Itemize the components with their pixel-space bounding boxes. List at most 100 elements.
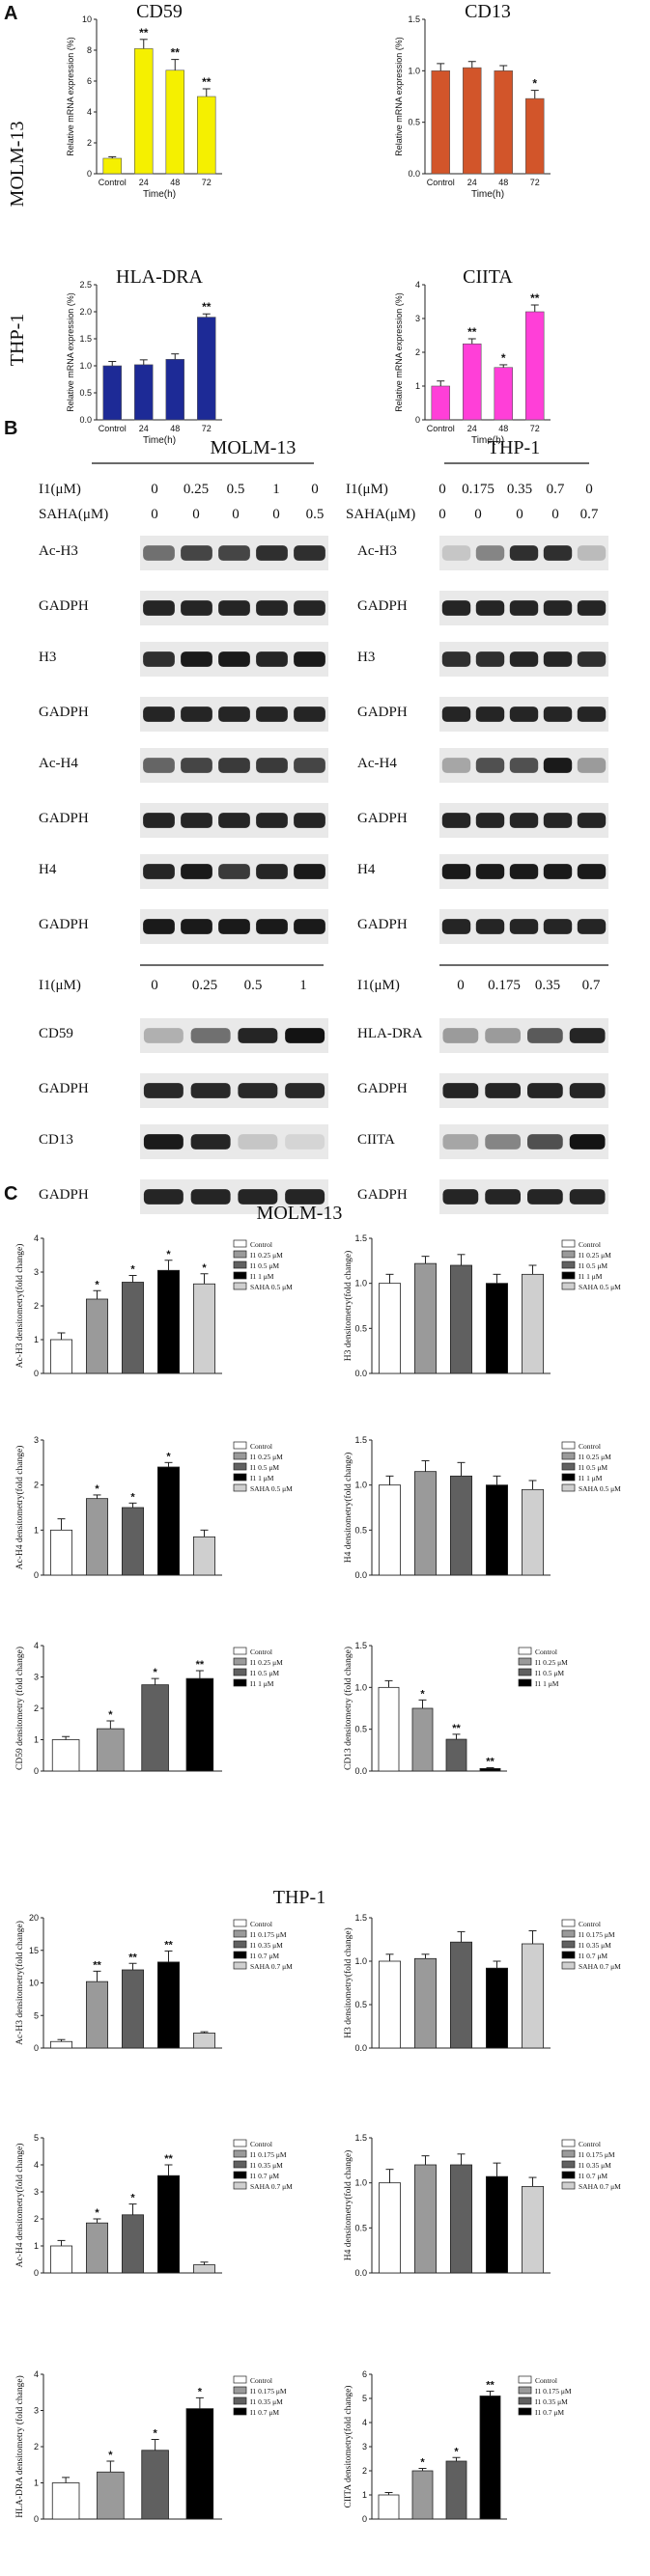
x-axis-label: Time(h) (143, 435, 176, 446)
section-c-densitometry: MOLM-13 THP-1 0 1 2 3 4 Ac-H3 densitometry(fo… (14, 1203, 621, 2524)
blot-strip-thp1 (439, 748, 608, 783)
blot-label-molm13: GADPH (39, 598, 89, 614)
y-tick-label: 0.5 (79, 388, 92, 398)
legend-entry: SAHA 0.5 μM (579, 1283, 621, 1291)
blot-band (294, 651, 325, 667)
blot-band (527, 1028, 563, 1043)
bar (156, 2174, 180, 2274)
mrna-chart-4: CIITA 0 1 2 3 4 Relative mRNA expression (%) Co… (394, 266, 551, 446)
dose-value: 0 (192, 507, 200, 522)
significance-mark: ** (467, 325, 477, 339)
bar (522, 1943, 545, 2049)
y-tick-label: 4 (415, 280, 420, 290)
blot-band (527, 1189, 563, 1205)
y-tick-label: 1.0 (354, 1682, 367, 1692)
blot-label-thp1: Ac-H4 (357, 756, 397, 771)
dose-value: 0 (474, 507, 482, 522)
y-tick-label: 0.5 (354, 1323, 367, 1333)
bar (525, 97, 545, 175)
blot-band (441, 919, 471, 934)
x-tick-label: Control (99, 178, 127, 187)
bar (156, 1961, 180, 2049)
blot-band (485, 1083, 521, 1098)
y-tick-label: 2 (34, 2214, 39, 2224)
y-tick-label: 0.0 (354, 1766, 367, 1776)
y-tick-label: 2 (362, 2466, 367, 2476)
y-axis-label: Ac-H3 densitometry(fold change) (14, 1921, 25, 2045)
legend-entry: I1 0.175 μM (579, 1930, 615, 1939)
blot-band (256, 864, 288, 879)
densitometry-title-thp1: THP-1 (273, 1887, 325, 1908)
blot-band (485, 1134, 521, 1150)
bar (411, 1707, 434, 1772)
dose-value: 0 (272, 507, 280, 522)
y-tick-label: 0.5 (354, 2223, 367, 2232)
bar (494, 70, 513, 175)
blot-band (218, 545, 250, 561)
legend-entry: SAHA 0.7 μM (250, 1962, 293, 1971)
significance-mark: * (153, 2428, 157, 2440)
x-tick-label: 24 (467, 424, 477, 433)
legend-swatch (233, 2375, 247, 2384)
blot-band (569, 1028, 606, 1043)
legend-swatch (233, 1929, 247, 1938)
legend-swatch (518, 1657, 532, 1666)
blot-band (238, 1083, 278, 1098)
legend-entry: Control (250, 1442, 272, 1451)
legend-entry: I1 0.35 μM (250, 2161, 283, 2170)
thp-i1-label: I1(μM) (346, 482, 388, 497)
x-tick-label: 24 (467, 178, 477, 187)
significance-mark: ** (486, 2380, 495, 2392)
bar (445, 1738, 467, 1772)
legend-entry: I1 0.25 μM (250, 1658, 283, 1667)
legend-entry: Control (535, 1648, 557, 1656)
blot-band (543, 545, 573, 561)
blot-band (294, 758, 325, 773)
bar (411, 2470, 434, 2520)
y-tick-label: 0.0 (354, 2043, 367, 2053)
dose-value: 0.25 (192, 978, 217, 993)
y-axis-label: Ac-H4 densitometry(fold change) (14, 2144, 25, 2268)
legend-entry: I1 0.25 μM (535, 1658, 568, 1667)
blot-band (441, 864, 471, 879)
significance-mark: * (130, 1264, 135, 1276)
x-tick-label: Control (99, 424, 127, 433)
y-tick-label: 0.0 (354, 1369, 367, 1378)
blot-band (181, 600, 212, 616)
blot-band (238, 1189, 278, 1205)
y-tick-label: 0.5 (354, 1525, 367, 1535)
blot-strip-molm13 (140, 591, 328, 625)
blot-band (442, 1134, 479, 1150)
panel-label-c: C (4, 1183, 17, 1205)
bar (522, 1488, 545, 1576)
y-tick-label: 3 (34, 2187, 39, 2197)
blot-label-thp1: H3 (357, 650, 375, 665)
bar (449, 1941, 472, 2049)
blot-band (543, 864, 573, 879)
blot-band (181, 813, 212, 828)
blot-band (218, 864, 250, 879)
significance-mark: * (130, 1491, 135, 1503)
blot-band (143, 1083, 184, 1098)
blot-band (577, 600, 607, 616)
bar (197, 317, 216, 421)
blot-strip-thp1 (439, 536, 608, 570)
legend-swatch (233, 1961, 247, 1970)
y-axis-label: Relative mRNA expression (%) (394, 37, 404, 156)
bar (378, 1283, 401, 1374)
dose-value: 0 (311, 482, 319, 497)
legend-entry: Control (579, 2140, 601, 2148)
y-tick-label: 1.5 (354, 1641, 367, 1650)
bar (192, 2033, 215, 2049)
legend-swatch (561, 1239, 576, 1248)
y-tick-label: 0.5 (408, 118, 420, 127)
y-tick-label: 0 (34, 1570, 39, 1580)
legend-entry: Control (250, 2140, 272, 2148)
bar (192, 2264, 215, 2274)
dose-value: 0.7 (547, 482, 565, 497)
bar (50, 2040, 73, 2049)
blot-label-thp1: Ac-H3 (357, 543, 397, 559)
dose-value: 0.35 (507, 482, 532, 497)
legend-entry: I1 0.7 μM (250, 2172, 279, 2180)
legend-entry: I1 0.7 μM (579, 2172, 608, 2180)
